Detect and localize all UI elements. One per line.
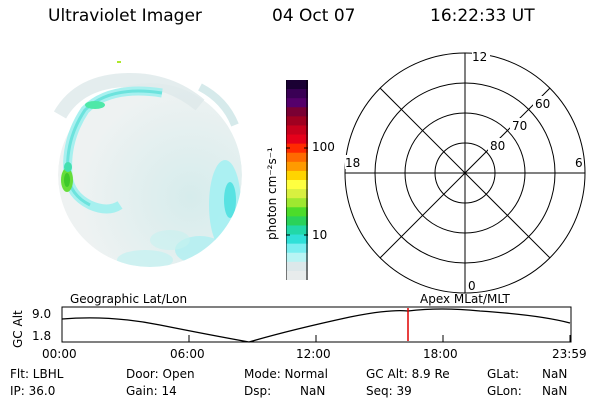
colorbar-band — [286, 89, 308, 99]
lat-label-60: 60 — [535, 97, 550, 111]
colorbar-band — [286, 98, 308, 108]
gc-alt-axis-title: GC Alt — [11, 310, 25, 348]
glat-value: NaN — [542, 367, 568, 381]
dsp-value: NaN — [300, 384, 326, 398]
mlt-label-12: 12 — [472, 50, 487, 64]
glon-label: GLon: — [487, 384, 522, 398]
altitude-curve — [61, 308, 571, 343]
colorbar-band — [286, 125, 308, 136]
colorbar-band — [286, 198, 308, 208]
door-status: Door: Open — [126, 367, 195, 381]
colorbar-band — [286, 225, 308, 236]
dsp-label: Dsp: — [244, 384, 272, 398]
colorbar-band — [286, 189, 308, 199]
seq-status: Seq: 39 — [366, 384, 412, 398]
glat-label: GLat: — [487, 367, 520, 381]
colorbar-band — [286, 261, 308, 272]
colorbar-band — [286, 207, 308, 217]
altitude-timeline — [61, 306, 572, 343]
colorbar-tick-100: 100 — [312, 140, 335, 154]
colorbar-tick-10: 10 — [312, 228, 328, 242]
time-label: 16:22:33 UT — [430, 6, 535, 26]
polar-mlt-grid: 12 18 6 0 60 70 80 — [344, 50, 586, 294]
colorbar-band — [286, 270, 308, 280]
ip-status: IP: 36.0 — [10, 384, 56, 398]
x-tick-0000: 00:00 — [42, 347, 77, 361]
auroral-image — [53, 61, 242, 267]
glon-value: NaN — [542, 384, 568, 398]
color-scale-bar — [286, 80, 308, 280]
y-tick-9: 9.0 — [32, 307, 52, 321]
colorbar-band — [286, 170, 308, 181]
colorbar-band — [286, 107, 308, 117]
colorbar-band — [286, 216, 308, 226]
colorbar-band — [286, 234, 308, 245]
lat-label-70: 70 — [512, 119, 527, 133]
geo-coords-label: Geographic Lat/Lon — [70, 292, 188, 306]
gc-alt-status: GC Alt: 8.9 Re — [366, 367, 450, 381]
colorbar-band — [286, 252, 308, 263]
x-tick-2359: 23:59 — [552, 347, 587, 361]
lat-label-80: 80 — [490, 139, 505, 153]
colorbar-unit-label: photon cm⁻²s⁻¹ — [265, 147, 279, 240]
colorbar-band — [286, 152, 308, 163]
x-tick-1800: 18:00 — [423, 347, 458, 361]
colorbar-band — [286, 180, 308, 190]
mlt-label-18: 18 — [345, 156, 360, 170]
apex-coords-label: Apex MLat/MLT — [420, 292, 510, 306]
y-tick-1.8: 1.8 — [32, 329, 52, 343]
colorbar-band — [286, 243, 308, 254]
mlt-label-0: 0 — [468, 279, 476, 293]
date-label: 04 Oct 07 — [272, 6, 356, 26]
x-tick-1200: 12:00 — [296, 347, 331, 361]
mlt-label-6: 6 — [575, 156, 583, 170]
colorbar-band — [286, 143, 308, 154]
colorbar-band — [286, 161, 308, 172]
colorbar-band — [286, 80, 308, 90]
colorbar-band — [286, 134, 308, 145]
instrument-title: Ultraviolet Imager — [48, 6, 202, 26]
gain-status: Gain: 14 — [126, 384, 177, 398]
filter-status: Flt: LBHL — [10, 367, 64, 381]
colorbar-band — [286, 116, 308, 126]
x-tick-0600: 06:00 — [170, 347, 205, 361]
mode-status: Mode: Normal — [244, 367, 328, 381]
